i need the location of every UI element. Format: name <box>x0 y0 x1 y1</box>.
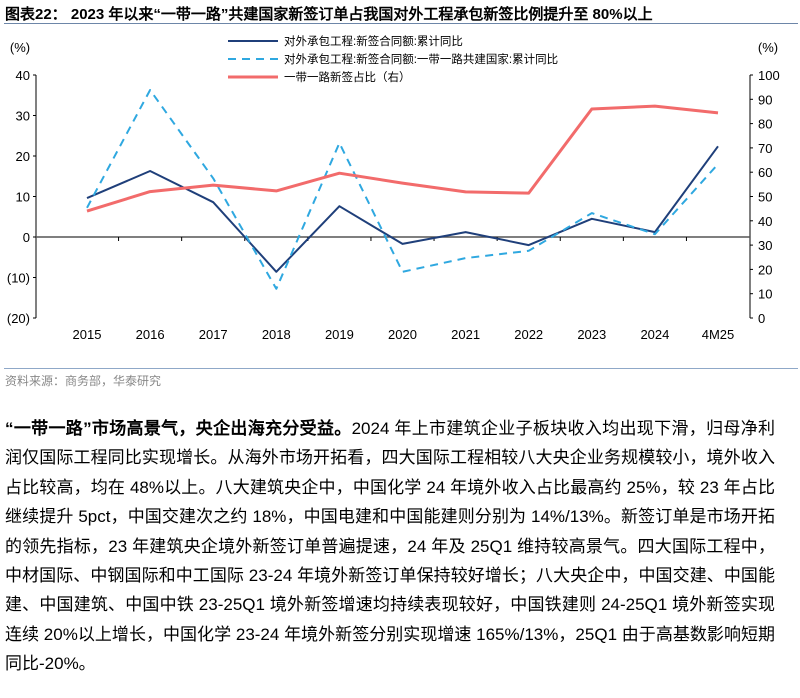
x-axis-tick-label: 2021 <box>451 327 480 342</box>
right-axis-tick-label: 100 <box>758 68 780 83</box>
right-axis-tick-label: 90 <box>758 92 772 107</box>
right-axis-tick-label: 60 <box>758 165 772 180</box>
right-axis-tick-label: 20 <box>758 262 772 277</box>
left-axis-tick-label: 20 <box>16 149 30 164</box>
paragraph-body: 2024 年上市建筑企业子板块收入均出现下滑，归母净利润仅国际工程同比实现增长。… <box>5 419 776 674</box>
x-axis-tick-label: 2022 <box>514 327 543 342</box>
source-divider <box>4 368 798 369</box>
right-axis-tick-label: 30 <box>758 238 772 253</box>
x-axis-tick-label: 2017 <box>199 327 228 342</box>
right-axis-tick-label: 80 <box>758 117 772 132</box>
legend-label-1: 对外承包工程:新签合同额:累计同比 <box>284 34 463 48</box>
body-paragraph: “一带一路”市场高景气，央企出海充分受益。2024 年上市建筑企业子板块收入均出… <box>5 414 775 679</box>
x-axis-tick-label: 2023 <box>577 327 606 342</box>
right-axis-tick-label: 70 <box>758 141 772 156</box>
left-axis-tick-label: 30 <box>16 109 30 124</box>
left-axis-tick-label: 10 <box>16 190 30 205</box>
right-axis-tick-label: 40 <box>758 214 772 229</box>
x-axis-tick-label: 4M25 <box>702 327 735 342</box>
x-axis-tick-label: 2016 <box>136 327 165 342</box>
x-axis-tick-label: 2019 <box>325 327 354 342</box>
x-axis-tick-label: 2018 <box>262 327 291 342</box>
series-line-3 <box>86 104 719 213</box>
left-axis-tick-label: (20) <box>7 311 30 326</box>
legend-label-2: 对外承包工程:新签合同额:一带一路共建国家:累计同比 <box>284 52 558 66</box>
left-axis-tick-label: (10) <box>7 271 30 286</box>
x-axis-tick-label: 2015 <box>73 327 102 342</box>
right-axis-tick-label: 50 <box>758 190 772 205</box>
x-axis-tick-label: 2024 <box>640 327 669 342</box>
right-axis-tick-label: 0 <box>758 311 765 326</box>
left-axis-tick-label: 0 <box>23 230 30 245</box>
left-axis-tick-label: 40 <box>16 68 30 83</box>
left-axis-unit: (%) <box>10 40 30 55</box>
source-note: 资料来源：商务部，华泰研究 <box>5 374 162 388</box>
right-axis-tick-label: 10 <box>758 287 772 302</box>
x-axis-tick-label: 2020 <box>388 327 417 342</box>
paragraph-lead: “一带一路”市场高景气，央企出海充分受益。 <box>5 419 352 438</box>
series-line-1 <box>86 145 719 273</box>
right-axis-unit: (%) <box>758 40 778 55</box>
legend-label-3: 一带一路新签占比（右） <box>284 70 411 84</box>
figure-title: 图表22： 2023 年以来“一带一路”共建国家新签订单占我国对外工程承包新签比… <box>5 6 653 23</box>
title-divider <box>4 23 798 24</box>
